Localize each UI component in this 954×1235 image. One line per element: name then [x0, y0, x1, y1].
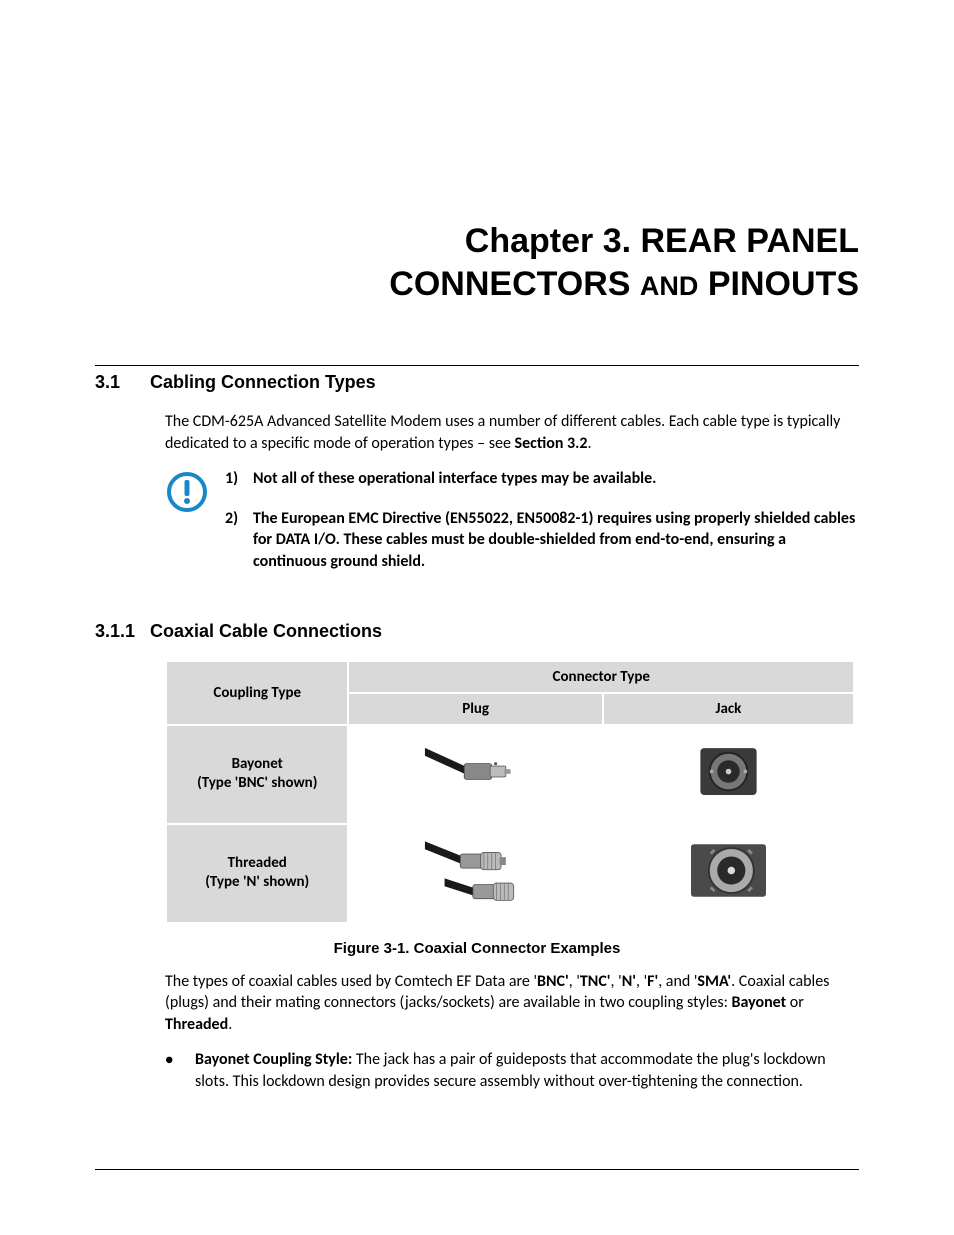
p2-bayonet: Bayonet	[732, 993, 787, 1012]
bullet-bayonet-style: ● Bayonet Coupling Style: The jack has a…	[165, 1049, 859, 1092]
connector-type-header: Connector Type	[348, 661, 854, 693]
section-3-1-1-heading: 3.1.1Coaxial Cable Connections	[95, 621, 859, 642]
section-number: 3.1.1	[95, 621, 150, 642]
note-text: Not all of these operational interface t…	[253, 468, 859, 490]
intro-text-b: .	[588, 434, 592, 453]
p2-n: N'	[622, 972, 636, 991]
chapter-prefix: Chapter 3.	[465, 222, 631, 260]
section-number: 3.1	[95, 372, 150, 393]
note-block: 1) Not all of these operational interfac…	[165, 468, 859, 590]
row-label-b: (Type 'BNC' shown)	[197, 774, 317, 792]
table-row: Bayonet (Type 'BNC' shown)	[166, 725, 854, 824]
chapter-title-line1: REAR PANEL	[641, 222, 860, 260]
note-list: 1) Not all of these operational interfac…	[225, 468, 859, 590]
n-jack-image	[603, 824, 854, 923]
figure-caption: Figure 3-1. Coaxial Connector Examples	[95, 940, 859, 957]
intro-section-ref: Section 3.2	[515, 434, 588, 453]
section-title: Coaxial Cable Connections	[150, 621, 382, 641]
n-plug-image	[348, 824, 602, 923]
row-label-a: Bayonet	[232, 755, 283, 773]
note-item-1: 1) Not all of these operational interfac…	[225, 468, 859, 490]
p2-f: F'	[647, 972, 658, 991]
chapter-title: Chapter 3. REAR PANEL CONNECTORS AND PIN…	[95, 220, 859, 305]
footer-rule	[95, 1169, 859, 1170]
p2-sma: SMA'	[697, 972, 731, 991]
p2-h: or	[786, 993, 804, 1012]
connector-types-paragraph: The types of coaxial cables used by Comt…	[165, 971, 859, 1036]
p2-tnc: TNC'	[580, 972, 611, 991]
p2-bnc: BNC'	[537, 972, 569, 991]
bullet-text: Bayonet Coupling Style: The jack has a p…	[195, 1049, 859, 1092]
coupling-type-header: Coupling Type	[166, 661, 348, 725]
p2-d: , '	[636, 972, 647, 991]
threaded-label: Threaded (Type 'N' shown)	[166, 824, 348, 923]
p2-a: The types of coaxial cables used by Comt…	[165, 972, 537, 991]
p2-threaded: Threaded	[165, 1015, 228, 1034]
section-rule	[95, 365, 859, 366]
connector-table: Coupling Type Connector Type Plug Jack B…	[165, 660, 855, 924]
document-page: Chapter 3. REAR PANEL CONNECTORS AND PIN…	[0, 0, 954, 1235]
section-3-1-heading: 3.1Cabling Connection Types	[95, 372, 859, 393]
section-title: Cabling Connection Types	[150, 372, 376, 392]
note-marker: 1)	[225, 468, 253, 490]
table-row: Threaded (Type 'N' shown)	[166, 824, 854, 923]
note-item-2: 2) The European EMC Directive (EN55022, …	[225, 508, 859, 573]
bnc-jack-image	[603, 725, 854, 824]
table-row: Coupling Type Connector Type	[166, 661, 854, 693]
bayonet-label: Bayonet (Type 'BNC' shown)	[166, 725, 348, 824]
note-text: The European EMC Directive (EN55022, EN5…	[253, 508, 859, 573]
row-label-a: Threaded	[228, 854, 287, 872]
intro-paragraph: The CDM-625A Advanced Satellite Modem us…	[165, 411, 859, 454]
chapter-title-line2b: PINOUTS	[708, 265, 859, 303]
p2-i: .	[228, 1015, 232, 1034]
note-marker: 2)	[225, 508, 253, 573]
row-label-b: (Type 'N' shown)	[205, 873, 309, 891]
plug-header: Plug	[348, 693, 602, 725]
p2-e: , and '	[658, 972, 697, 991]
chapter-title-and: AND	[640, 271, 699, 301]
bnc-plug-image	[348, 725, 602, 824]
p2-c: , '	[611, 972, 622, 991]
p2-b: , '	[569, 972, 580, 991]
bullet-dot: ●	[165, 1049, 195, 1092]
chapter-title-line2a: CONNECTORS	[389, 265, 630, 303]
jack-header: Jack	[603, 693, 854, 725]
intro-text-a: The CDM-625A Advanced Satellite Modem us…	[165, 412, 840, 453]
caution-icon	[165, 470, 215, 519]
bullet-label: Bayonet Coupling Style:	[195, 1050, 352, 1069]
